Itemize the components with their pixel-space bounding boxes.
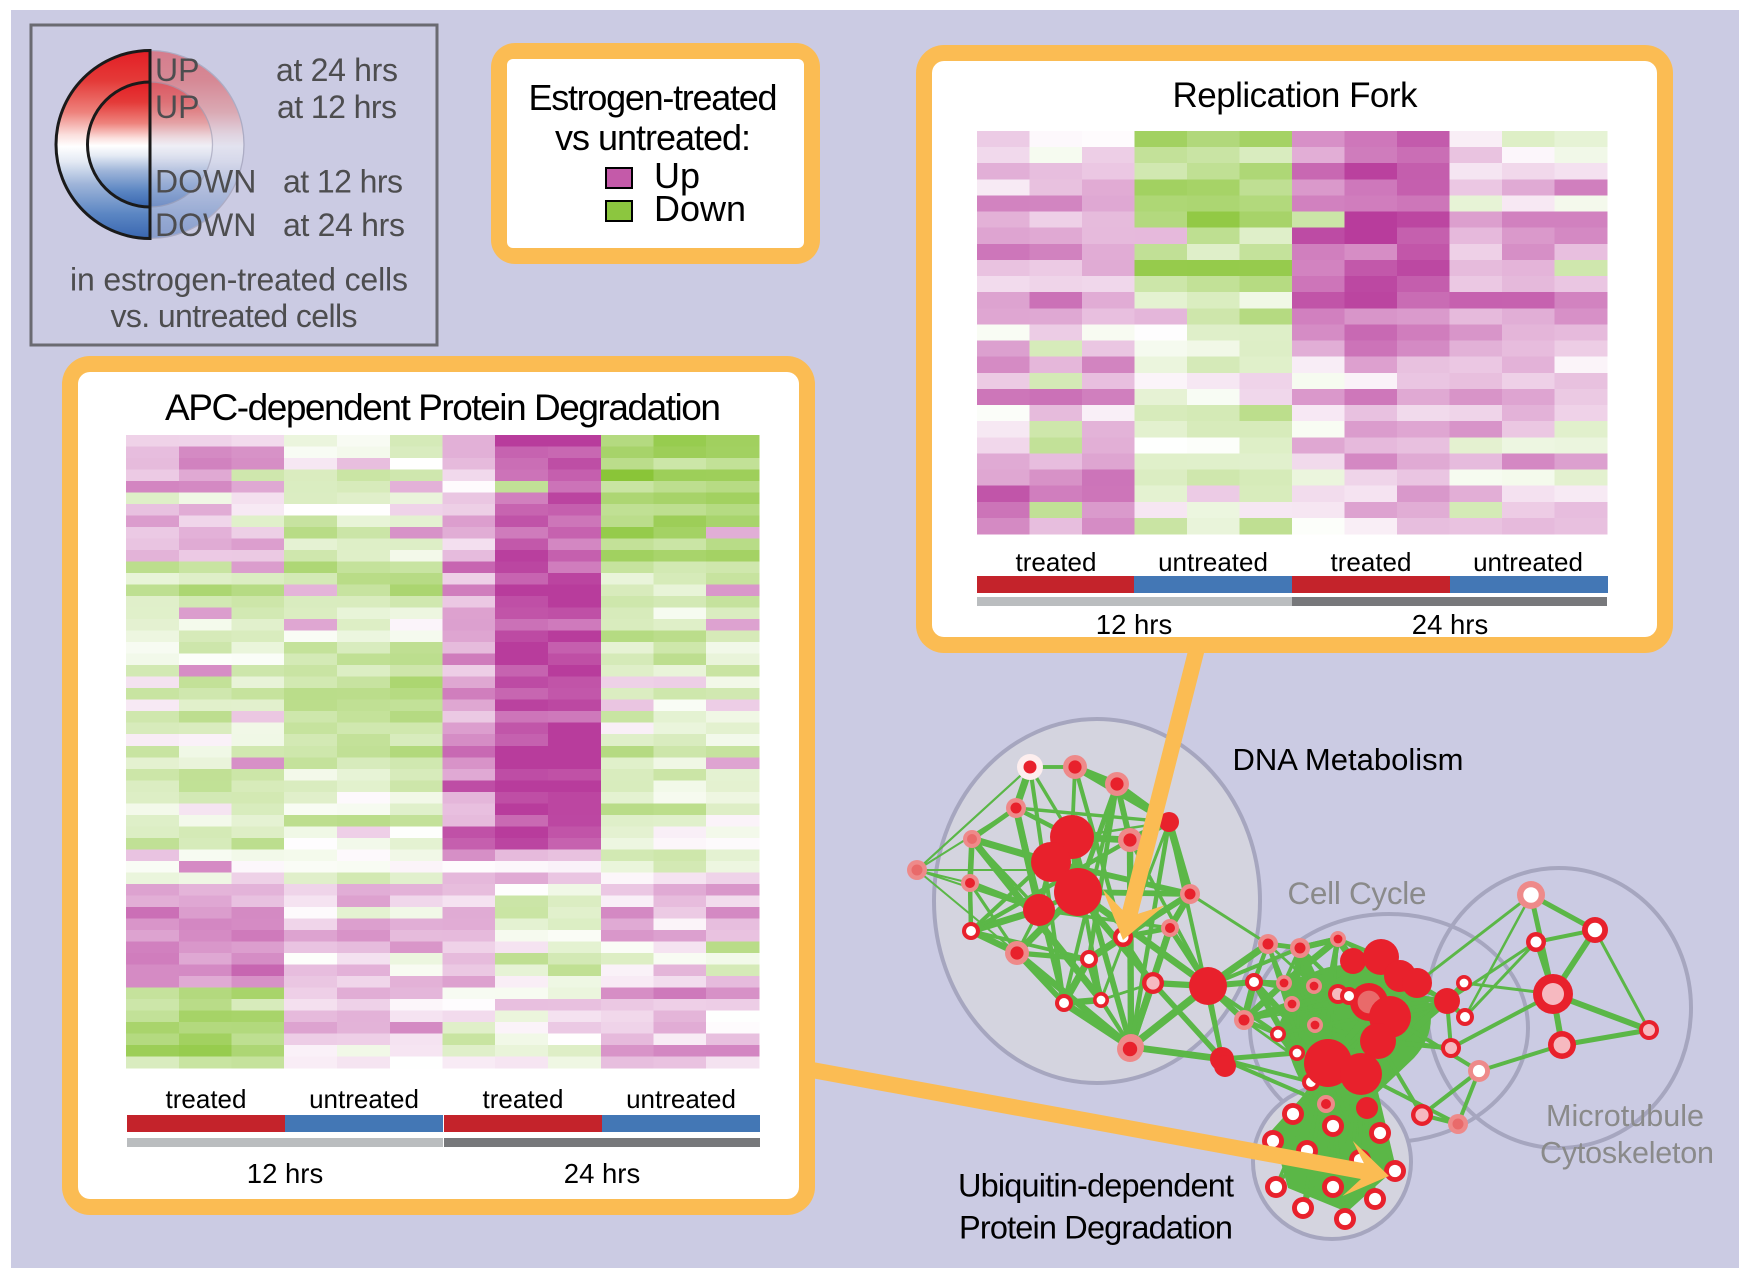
svg-text:vs untreated:: vs untreated: bbox=[555, 117, 751, 158]
svg-text:24 hrs: 24 hrs bbox=[1412, 609, 1488, 640]
svg-text:Cell Cycle: Cell Cycle bbox=[1288, 875, 1427, 911]
svg-text:vs. untreated cells: vs. untreated cells bbox=[111, 298, 358, 334]
svg-text:treated: treated bbox=[483, 1084, 564, 1114]
svg-text:treated: treated bbox=[166, 1084, 247, 1114]
svg-text:UP: UP bbox=[155, 89, 199, 125]
svg-text:DOWN: DOWN bbox=[155, 164, 256, 200]
svg-text:untreated: untreated bbox=[309, 1084, 419, 1114]
svg-text:12 hrs: 12 hrs bbox=[1096, 609, 1172, 640]
svg-text:24 hrs: 24 hrs bbox=[564, 1158, 640, 1189]
svg-text:Microtubule: Microtubule bbox=[1546, 1099, 1704, 1133]
svg-text:Cytoskeleton: Cytoskeleton bbox=[1540, 1136, 1714, 1170]
svg-text:Protein Degradation: Protein Degradation bbox=[959, 1210, 1233, 1246]
svg-text:untreated: untreated bbox=[626, 1084, 736, 1114]
svg-text:treated: treated bbox=[1016, 547, 1097, 577]
svg-text:Ubiquitin-dependent: Ubiquitin-dependent bbox=[958, 1168, 1234, 1204]
svg-text:at 24 hrs: at 24 hrs bbox=[276, 52, 398, 88]
svg-text:Down: Down bbox=[654, 188, 746, 229]
svg-text:untreated: untreated bbox=[1473, 547, 1583, 577]
svg-text:UP: UP bbox=[155, 52, 199, 88]
svg-text:treated: treated bbox=[1331, 547, 1412, 577]
svg-text:in estrogen-treated cells: in estrogen-treated cells bbox=[70, 262, 408, 298]
svg-text:at 12 hrs: at 12 hrs bbox=[283, 164, 403, 200]
svg-text:APC-dependent Protein Degradat: APC-dependent Protein Degradation bbox=[165, 387, 721, 428]
svg-text:Replication Fork: Replication Fork bbox=[1173, 76, 1419, 115]
svg-text:untreated: untreated bbox=[1158, 547, 1268, 577]
svg-text:at 24 hrs: at 24 hrs bbox=[283, 207, 405, 243]
svg-text:12 hrs: 12 hrs bbox=[247, 1158, 323, 1189]
svg-text:at 12 hrs: at 12 hrs bbox=[277, 89, 397, 125]
svg-text:DNA Metabolism: DNA Metabolism bbox=[1233, 742, 1464, 777]
svg-text:Estrogen-treated: Estrogen-treated bbox=[529, 77, 778, 118]
svg-text:DOWN: DOWN bbox=[155, 207, 256, 243]
svg-text:Up: Up bbox=[654, 155, 700, 196]
